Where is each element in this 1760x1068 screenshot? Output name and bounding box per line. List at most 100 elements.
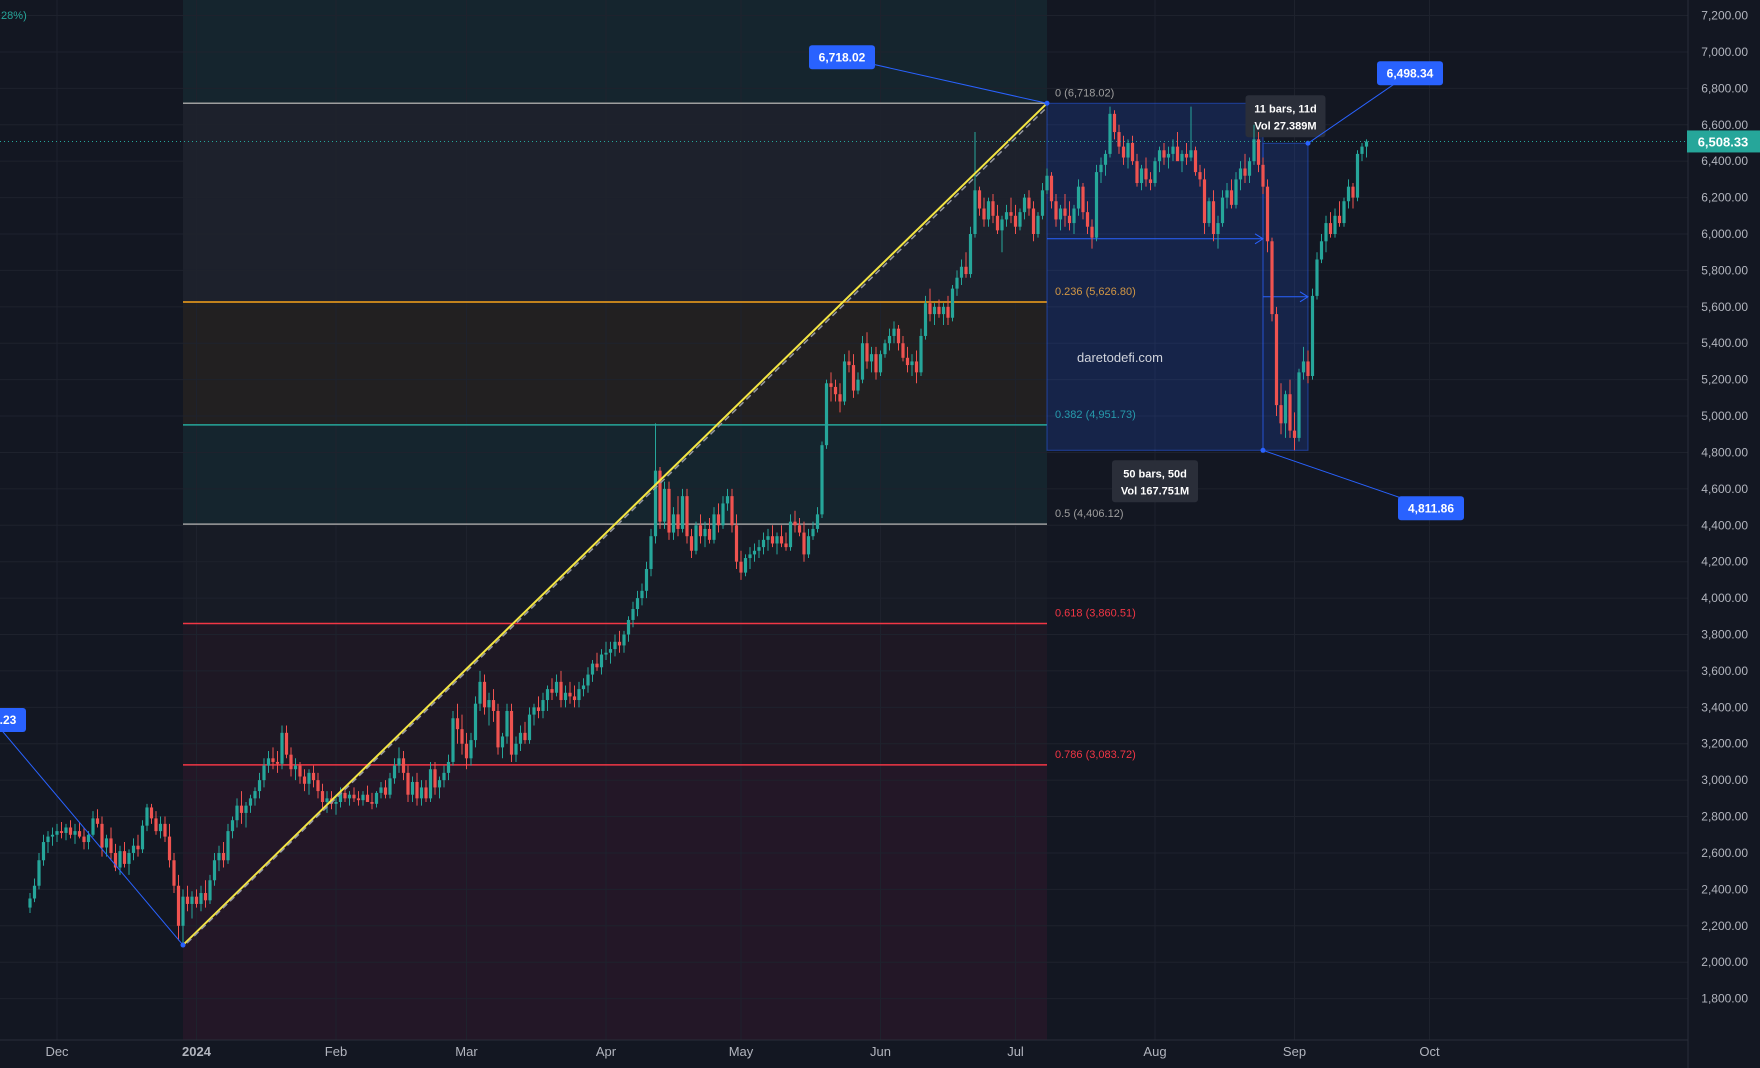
candle-body bbox=[37, 860, 41, 886]
candle-body bbox=[977, 190, 982, 209]
candle-body bbox=[1297, 372, 1301, 438]
candle-body bbox=[658, 470, 662, 522]
price-tag-box[interactable] bbox=[1377, 61, 1443, 86]
candle-body bbox=[1265, 186, 1270, 242]
price-tag-anchor bbox=[180, 942, 186, 948]
candle-body bbox=[590, 663, 595, 675]
candle-body bbox=[536, 707, 541, 711]
y-tick-label: 6,800.00 bbox=[1701, 81, 1748, 95]
price-tags[interactable]: 2,094.23 6,718.02 4,811.86 6,498.34 bbox=[0, 45, 1464, 948]
candle-body bbox=[185, 896, 190, 904]
candle-body bbox=[1153, 161, 1157, 184]
candle-body bbox=[1135, 161, 1139, 184]
candle-body bbox=[541, 700, 545, 711]
date-price-range-tools[interactable]: 50 bars, 50d Vol 167.751M 11 bars, 11d Vol … bbox=[1046, 95, 1326, 503]
trend-line-main[interactable] bbox=[182, 102, 1048, 946]
candle-body bbox=[1225, 190, 1229, 198]
candle-body bbox=[352, 794, 356, 799]
candle-body bbox=[127, 852, 131, 864]
candle-body bbox=[1261, 164, 1265, 187]
candle-body bbox=[1337, 215, 1342, 224]
candle-body bbox=[757, 547, 761, 551]
candle-body bbox=[928, 303, 932, 315]
price-axis[interactable] bbox=[1688, 0, 1760, 1068]
candle-body bbox=[136, 845, 140, 850]
price-tag-leader bbox=[0, 727, 184, 946]
x-tick-label: May bbox=[729, 1044, 754, 1059]
candle-body bbox=[761, 539, 766, 548]
candle-body bbox=[1351, 186, 1355, 198]
y-tick-label: 7,200.00 bbox=[1701, 9, 1748, 23]
price-tag-box[interactable] bbox=[0, 708, 26, 733]
candle-body bbox=[46, 836, 50, 843]
candle-body bbox=[131, 845, 136, 853]
price-tag-box[interactable] bbox=[809, 45, 875, 70]
candle-body bbox=[995, 215, 1000, 231]
candle-body bbox=[725, 496, 730, 504]
candle-body bbox=[343, 792, 347, 799]
candle-body bbox=[1234, 179, 1238, 205]
candle-body bbox=[1292, 430, 1297, 438]
candle-body bbox=[1040, 190, 1045, 216]
fibonacci-retracement[interactable]: 0 (6,718.02) 0.236 (5,626.80) 0.382 (4,951… bbox=[183, 87, 1136, 766]
measure-box[interactable] bbox=[1046, 102, 1264, 451]
y-tick-label: 5,000.00 bbox=[1701, 409, 1748, 423]
candle-body bbox=[55, 831, 59, 835]
candle-body bbox=[248, 798, 253, 806]
candle-body bbox=[568, 692, 572, 697]
fib-level-label: 0.786 (3,083.72) bbox=[1055, 749, 1136, 761]
candle-body bbox=[100, 823, 104, 848]
candle-body bbox=[181, 896, 185, 926]
candle-body bbox=[325, 798, 329, 802]
price-tag-anchor bbox=[1260, 447, 1266, 453]
x-tick-label: Mar bbox=[455, 1044, 478, 1059]
candle-body bbox=[77, 831, 82, 837]
price-tag-anchor bbox=[1044, 100, 1050, 106]
candle-body bbox=[797, 525, 802, 533]
candle-body bbox=[122, 851, 127, 864]
candle-body bbox=[667, 488, 671, 533]
y-tick-label: 2,800.00 bbox=[1701, 810, 1748, 824]
x-tick-label: Oct bbox=[1419, 1044, 1440, 1059]
price-tag-box[interactable] bbox=[1398, 496, 1464, 521]
y-tick-label: 5,800.00 bbox=[1701, 263, 1748, 277]
candle-body bbox=[275, 761, 280, 764]
candle-body bbox=[878, 354, 883, 373]
time-axis[interactable] bbox=[0, 1040, 1688, 1068]
candle-body bbox=[518, 732, 523, 744]
candle-body bbox=[338, 792, 343, 802]
candle-body bbox=[599, 654, 604, 668]
candle-body bbox=[563, 692, 568, 701]
candle-body bbox=[469, 740, 473, 759]
candle-body bbox=[1193, 150, 1198, 173]
candle-body bbox=[370, 801, 374, 804]
candle-body bbox=[212, 860, 217, 881]
candle-body bbox=[721, 503, 725, 526]
fib-zone bbox=[183, 524, 1047, 624]
candle-body bbox=[595, 663, 599, 668]
y-tick-label: 6,200.00 bbox=[1701, 191, 1748, 205]
candle-body bbox=[397, 758, 401, 766]
candle-body bbox=[446, 761, 451, 773]
x-tick-label: Sep bbox=[1283, 1044, 1306, 1059]
price-tag-leader bbox=[841, 56, 1048, 104]
candle-body bbox=[527, 714, 532, 741]
candle-body bbox=[1112, 113, 1117, 133]
candle-body bbox=[532, 707, 536, 715]
candle-body bbox=[748, 554, 752, 559]
fib-zone bbox=[183, 103, 1047, 302]
candle-body bbox=[896, 328, 901, 344]
trend-line[interactable] bbox=[182, 102, 1048, 946]
candle-body bbox=[1130, 142, 1135, 162]
last-price-badge[interactable] bbox=[1687, 130, 1760, 153]
candle-body bbox=[154, 818, 158, 832]
candle-body bbox=[1216, 223, 1220, 234]
candle-body bbox=[545, 689, 550, 701]
candle-body bbox=[617, 641, 622, 646]
candle-body bbox=[806, 536, 811, 555]
candle-body bbox=[1013, 215, 1018, 227]
candle-body bbox=[491, 700, 496, 711]
y-tick-label: 3,400.00 bbox=[1701, 700, 1748, 714]
